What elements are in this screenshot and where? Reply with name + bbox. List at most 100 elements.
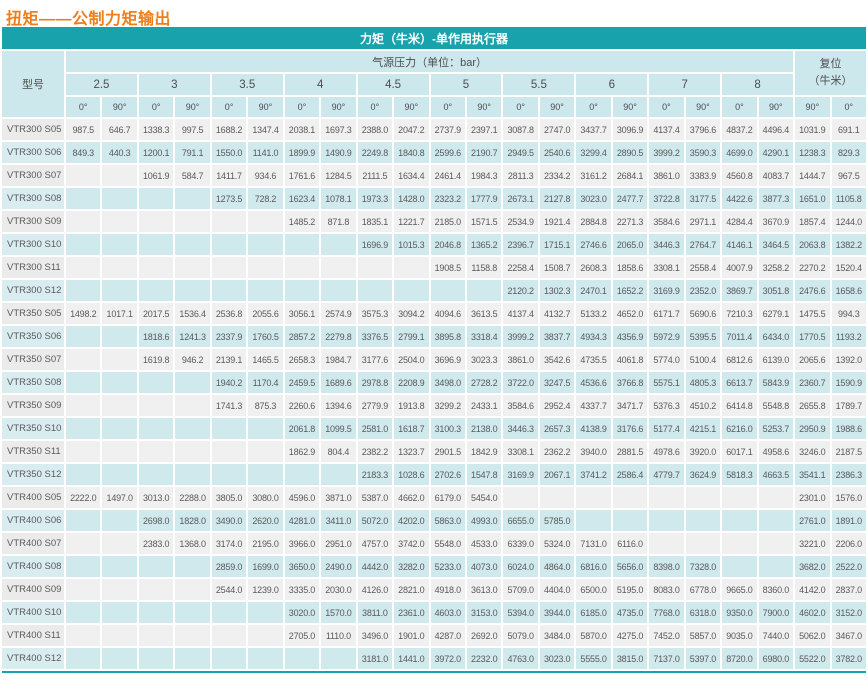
table-row: VTR350 S09 1741.3 875.3 2260.6 1394.6 2779.9 1… xyxy=(2,395,866,416)
value-cell xyxy=(102,395,137,416)
value-cell: 2301.0 xyxy=(795,487,830,508)
table-band-title: 力矩（牛米）-单作用执行器 xyxy=(2,27,866,49)
table-row: VTR300 S08 1273.5 728.2 1623.4 1078.1 1973.3 1… xyxy=(2,188,866,209)
value-cell: 3299.2 xyxy=(430,395,465,416)
value-cell: 3498.0 xyxy=(430,372,465,393)
table-row: VTR400 S09 2544.0 1239.0 3335.0 2030.0 4126.0… xyxy=(2,579,866,600)
value-cell: 4137.4 xyxy=(503,303,538,324)
value-cell: 3670.9 xyxy=(758,211,794,232)
value-cell: 5972.9 xyxy=(649,326,684,347)
value-cell: 4993.0 xyxy=(466,510,502,531)
value-cell xyxy=(722,533,757,554)
value-cell: 2951.0 xyxy=(321,533,356,554)
value-cell: 2461.4 xyxy=(430,165,465,186)
value-cell: 4126.0 xyxy=(357,579,393,600)
value-cell: 1984.7 xyxy=(321,349,356,370)
value-cell xyxy=(175,441,210,462)
value-cell: 3584.6 xyxy=(649,211,684,232)
value-cell: 967.5 xyxy=(831,165,866,186)
value-cell: 1828.0 xyxy=(175,510,210,531)
model-cell: VTR400 S11 xyxy=(2,625,64,646)
value-cell: 1347.4 xyxy=(248,119,283,140)
table-row: VTR400 S08 2859.0 1699.0 3650.0 2490.0 4442.0… xyxy=(2,556,866,577)
value-cell: 1699.0 xyxy=(248,556,283,577)
value-cell: 3080.0 xyxy=(248,487,283,508)
value-cell xyxy=(758,556,794,577)
model-cell: VTR350 S12 xyxy=(2,464,64,485)
value-cell: 3446.3 xyxy=(649,234,684,255)
value-cell xyxy=(66,234,101,255)
degree-header: 0° xyxy=(430,97,465,117)
header-row-pressures: 2.5 3 3.5 4 4.5 5 5.5 6 7 8 xyxy=(2,74,866,95)
value-cell: 791.1 xyxy=(175,142,210,163)
value-cell xyxy=(539,487,575,508)
value-cell: 1411.7 xyxy=(211,165,247,186)
value-cell xyxy=(138,464,174,485)
value-cell xyxy=(66,464,101,485)
value-cell: 2065.0 xyxy=(612,234,648,255)
value-cell: 2206.0 xyxy=(831,533,866,554)
value-cell: 1570.0 xyxy=(321,602,356,623)
value-cell: 829.3 xyxy=(831,142,866,163)
model-cell: VTR300 S12 xyxy=(2,280,64,301)
value-cell: 4073.0 xyxy=(466,556,502,577)
degree-header: 90° xyxy=(539,97,575,117)
value-cell xyxy=(321,234,356,255)
value-cell: 1984.3 xyxy=(466,165,502,186)
degree-header: 0° xyxy=(66,97,101,117)
value-cell: 5195.0 xyxy=(612,579,648,600)
value-cell: 1818.6 xyxy=(138,326,174,347)
value-cell xyxy=(175,625,210,646)
value-cell: 3246.0 xyxy=(795,441,830,462)
value-cell: 3174.0 xyxy=(211,533,247,554)
model-cell: VTR350 S08 xyxy=(2,372,64,393)
value-cell: 2065.6 xyxy=(795,349,830,370)
value-cell: 5376.3 xyxy=(649,395,684,416)
value-cell: 1273.5 xyxy=(211,188,247,209)
value-cell: 3383.9 xyxy=(685,165,721,186)
value-cell xyxy=(758,487,794,508)
value-cell: 946.2 xyxy=(175,349,210,370)
value-cell: 1221.7 xyxy=(394,211,429,232)
model-cell: VTR300 S08 xyxy=(2,188,64,209)
degree-header: 90° xyxy=(248,97,283,117)
value-cell: 4805.3 xyxy=(685,372,721,393)
value-cell xyxy=(102,648,137,669)
value-cell: 4757.0 xyxy=(357,533,393,554)
table-row: VTR350 S07 1619.8 946.2 2139.1 1465.5 2658.3 1… xyxy=(2,349,866,370)
value-cell: 4596.0 xyxy=(284,487,320,508)
value-cell: 5133.2 xyxy=(576,303,611,324)
value-cell: 1634.4 xyxy=(394,165,429,186)
value-cell: 804.4 xyxy=(321,441,356,462)
value-cell xyxy=(758,533,794,554)
value-cell: 2608.3 xyxy=(576,257,611,278)
value-cell: 4337.7 xyxy=(576,395,611,416)
value-cell xyxy=(66,602,101,623)
value-cell: 1200.1 xyxy=(138,142,174,163)
value-cell: 3020.0 xyxy=(284,602,320,623)
value-cell: 4536.6 xyxy=(576,372,611,393)
value-cell xyxy=(138,602,174,623)
value-cell: 2396.7 xyxy=(503,234,538,255)
reset-header-line2: （牛米） xyxy=(808,75,853,87)
value-cell: 4215.1 xyxy=(685,418,721,439)
value-cell: 4146.1 xyxy=(722,234,757,255)
value-cell xyxy=(138,280,174,301)
value-cell: 7440.0 xyxy=(758,625,794,646)
value-cell: 871.8 xyxy=(321,211,356,232)
value-cell: 1940.2 xyxy=(211,372,247,393)
value-cell: 3484.0 xyxy=(539,625,575,646)
value-cell xyxy=(211,464,247,485)
value-cell: 1110.0 xyxy=(321,625,356,646)
table-row: VTR400 S12 3181.0 1441.0 3972.0 2232.0 4763.0… xyxy=(2,648,866,669)
value-cell: 2017.5 xyxy=(138,303,174,324)
value-cell: 4137.4 xyxy=(649,119,684,140)
value-cell: 1988.6 xyxy=(831,418,866,439)
value-cell: 2971.1 xyxy=(685,211,721,232)
value-cell xyxy=(66,326,101,347)
value-cell: 2799.1 xyxy=(394,326,429,347)
value-cell xyxy=(175,418,210,439)
value-cell: 934.6 xyxy=(248,165,283,186)
value-cell: 2360.7 xyxy=(795,372,830,393)
degree-header: 90° xyxy=(175,97,210,117)
